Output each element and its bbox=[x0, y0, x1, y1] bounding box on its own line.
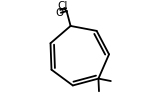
Text: Cl: Cl bbox=[57, 1, 68, 11]
Text: O: O bbox=[55, 8, 64, 18]
